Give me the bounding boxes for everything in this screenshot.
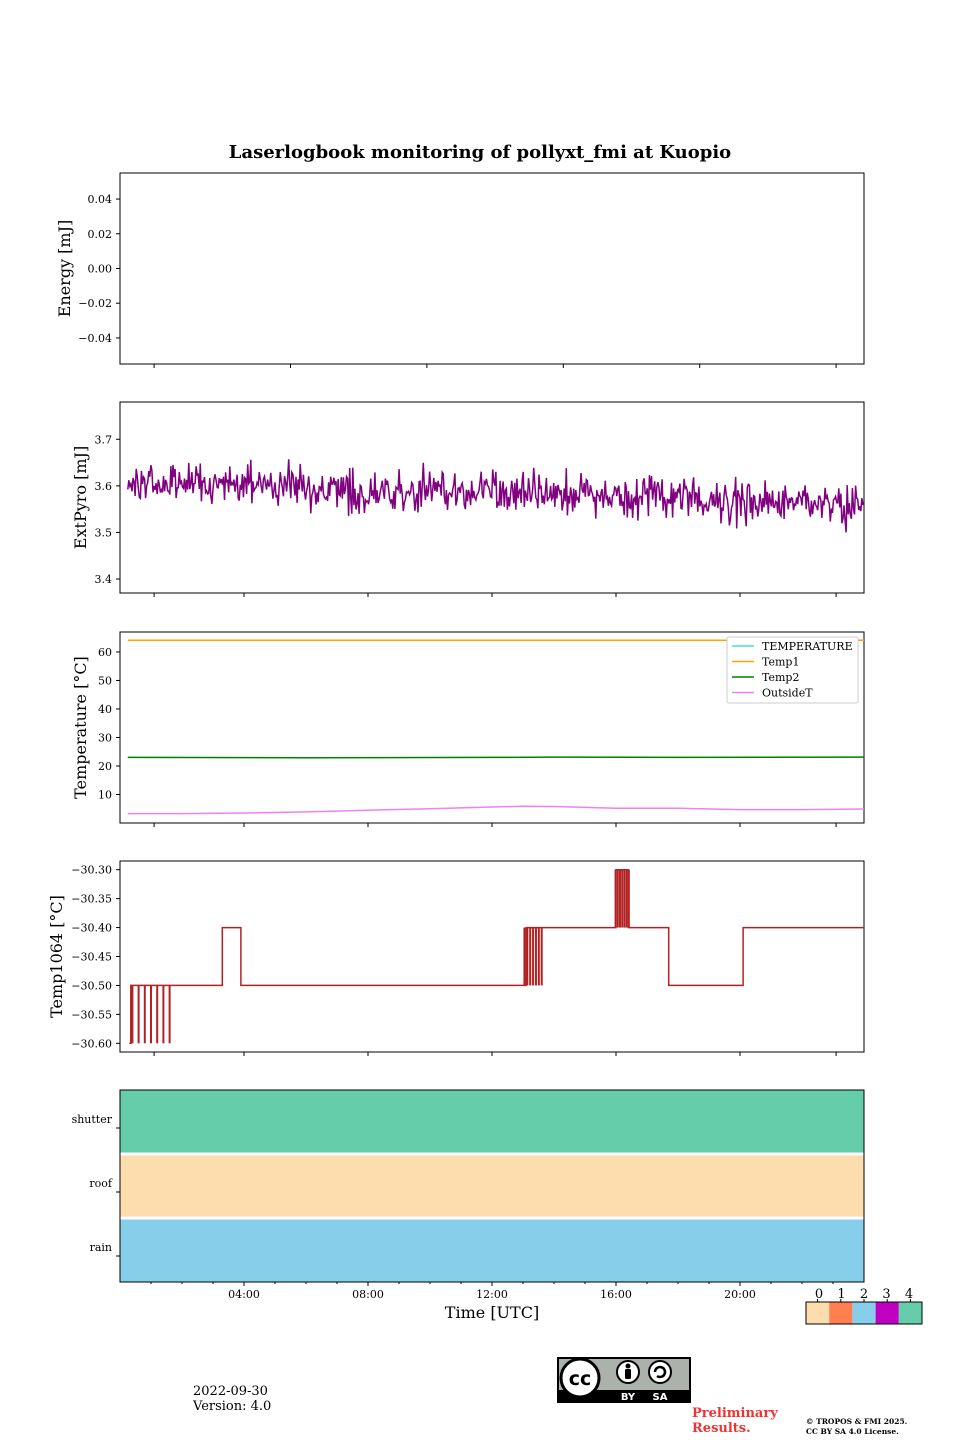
y-tick-label: 3.6 <box>95 480 113 493</box>
y-tick-label: −0.04 <box>78 332 112 345</box>
y-tick-label: 30 <box>98 731 112 744</box>
legend-label: Temp1 <box>762 656 799 669</box>
y-tick-label: 0.00 <box>88 263 113 276</box>
x-tick-label: 04:00 <box>228 1288 260 1301</box>
y-tick-label: −30.30 <box>71 864 112 877</box>
y-axis-label: Temperature [°C] <box>71 656 90 799</box>
y-axis-label: Energy [mJ] <box>55 220 74 318</box>
footer-version: Version: 4.0 <box>193 1399 272 1414</box>
cc-sa-label: SA <box>653 1392 668 1403</box>
status-row-shutter <box>120 1090 864 1154</box>
y-tick-label: 0.02 <box>88 228 113 241</box>
series-Temp2 <box>127 756 864 759</box>
x-tick-label: 16:00 <box>600 1288 632 1301</box>
y-tick-label: −30.60 <box>71 1037 112 1050</box>
panel-temperature: 60 50 40 30 20 10 Temperature [°C] TEMPERATURE T… <box>71 631 865 827</box>
preliminary-results-note: Preliminary Results. <box>692 1406 778 1436</box>
colorbar-swatch <box>852 1302 876 1324</box>
copyright-note: © TROPOS & FMI 2025. CC BY SA 4.0 Licens… <box>806 1417 907 1437</box>
copyright-line-1: © TROPOS & FMI 2025. <box>806 1417 908 1426</box>
series-ExtPyro <box>127 459 864 533</box>
colorbar-label: 1 <box>837 1287 845 1302</box>
cc-license-badge: cc BY SA <box>557 1357 691 1403</box>
footer-date: 2022-09-30 <box>193 1384 268 1399</box>
series-Temp1064 <box>129 868 864 1045</box>
by-person-icon-head <box>625 1363 631 1369</box>
by-person-icon-body <box>625 1369 631 1379</box>
y-tick-label: −30.40 <box>71 922 112 935</box>
cc-by-label: BY <box>621 1392 636 1403</box>
sa-share-icon <box>648 1360 672 1384</box>
colorbar-swatch <box>898 1302 922 1324</box>
y-tick-label: −30.55 <box>71 1008 112 1021</box>
copyright-line-2: CC BY SA 4.0 License. <box>806 1427 899 1436</box>
colorbar-swatch <box>829 1302 853 1324</box>
y-tick-label: −0.02 <box>78 297 112 310</box>
y-tick-label: 3.4 <box>95 573 113 586</box>
y-tick-label: 10 <box>98 788 112 801</box>
y-tick-label: 20 <box>98 760 112 773</box>
legend-label: Temp2 <box>762 671 799 684</box>
chart-title: Laserlogbook monitoring of pollyxt_fmi a… <box>229 142 731 163</box>
status-row-rain <box>120 1219 864 1282</box>
panel-energy: 0.04 0.02 0.00 −0.02 −0.04 Energy [mJ] <box>55 172 865 368</box>
y-tick-label: 3.7 <box>95 433 113 446</box>
sa-share-icon-arc <box>653 1365 667 1379</box>
colorbar-swatch <box>875 1302 899 1324</box>
legend-label: TEMPERATURE <box>762 640 853 653</box>
status-row-label: roof <box>89 1177 113 1190</box>
y-tick-label: 40 <box>98 703 112 716</box>
y-axis-label: ExtPyro [mJ] <box>71 446 90 549</box>
y-tick-label: 0.04 <box>88 193 113 206</box>
y-tick-label: −30.35 <box>71 893 112 906</box>
legend-label: OutsideT <box>762 687 813 700</box>
cc-icon-text: cc <box>569 1368 592 1390</box>
x-tick-label: 12:00 <box>476 1288 508 1301</box>
y-tick-label: 60 <box>98 646 112 659</box>
colorbar-label: 2 <box>860 1287 868 1302</box>
panel-temp1064: −30.30 −30.35 −30.40 −30.45 −30.50 −30.55 −30.… <box>47 860 865 1056</box>
y-tick-label: −30.45 <box>71 951 112 964</box>
axes-frame <box>119 172 865 365</box>
colorbar-label: 0 <box>815 1287 823 1302</box>
colorbar-frame <box>805 1301 923 1325</box>
y-tick-label: 50 <box>98 674 112 687</box>
cc-icon <box>559 1357 601 1399</box>
axes-frame <box>119 860 865 1053</box>
series-OutsideT <box>127 805 864 815</box>
status-row-label: shutter <box>72 1113 113 1126</box>
y-tick-label: 3.5 <box>95 526 113 539</box>
x-axis-label: Time [UTC] <box>445 1303 539 1322</box>
panel-status: shutter roof rain 04:00 08:00 12:00 16:00 20:00 <box>72 1089 865 1301</box>
colorbar-label: 4 <box>905 1287 913 1302</box>
legend-box <box>726 636 859 704</box>
y-axis-label: Temp1064 [°C] <box>47 895 66 1018</box>
colorbar-swatch <box>806 1302 830 1324</box>
colorbar-label: 3 <box>882 1287 890 1302</box>
status-row-roof <box>120 1155 864 1218</box>
x-tick-label: 08:00 <box>352 1288 384 1301</box>
y-tick-label: −30.50 <box>71 979 112 992</box>
panel-extpyro: 3.7 3.6 3.5 3.4 ExtPyro [mJ] <box>71 401 865 597</box>
footer-date-version: 2022-09-30 Version: 4.0 <box>193 1384 271 1414</box>
x-tick-label: 20:00 <box>724 1288 756 1301</box>
status-row-label: rain <box>90 1241 112 1254</box>
